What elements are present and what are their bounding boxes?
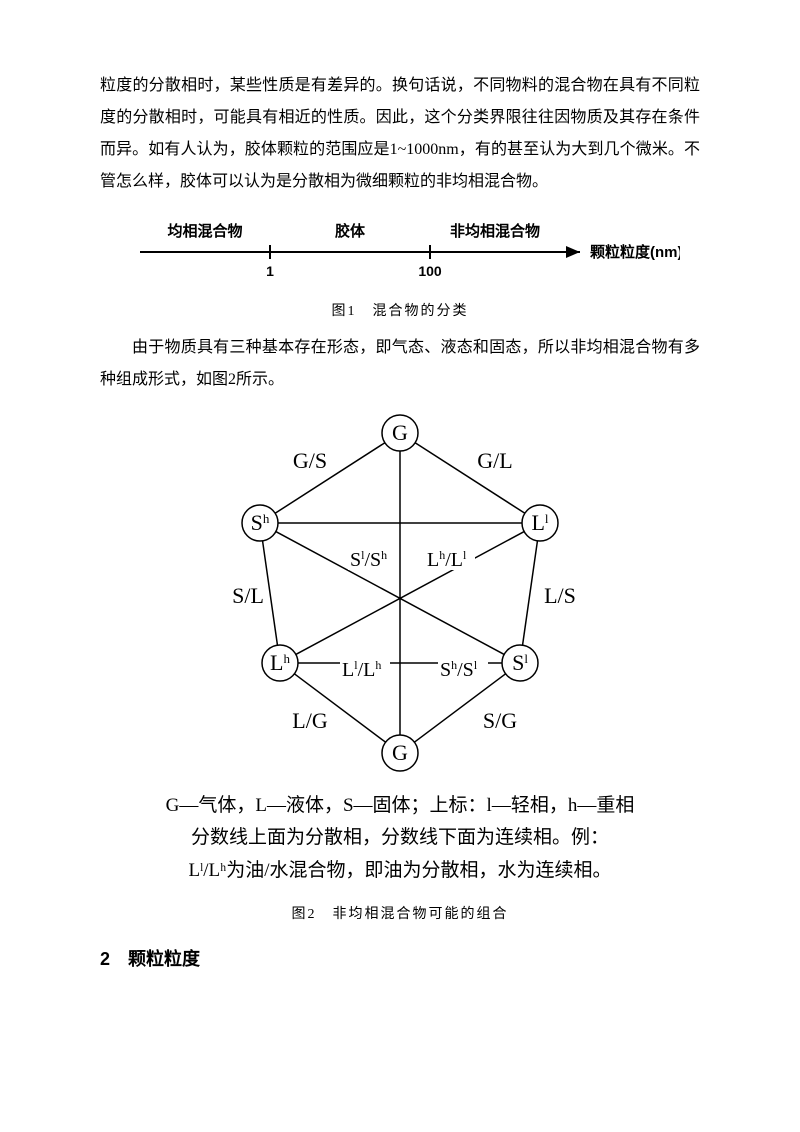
- svg-text:Sh/Sl: Sh/Sl: [440, 658, 478, 681]
- section-2-number: 2: [100, 949, 110, 970]
- svg-text:胶体: 胶体: [335, 222, 366, 240]
- svg-text:L/S: L/S: [544, 583, 576, 608]
- figure-2-svg: GShLlLhSlGG/SG/LS/LL/SL/GS/GSl/ShLh/LlLl…: [200, 408, 600, 778]
- svg-text:S/L: S/L: [232, 583, 264, 608]
- figure-1: 1 100 均相混合物 胶体 非均相混合物颗粒粒度(nm) 图1 混合物的分类: [100, 210, 700, 320]
- section-2-heading: 2 颗粒粒度: [100, 945, 700, 971]
- svg-text:1: 1: [266, 263, 274, 279]
- figure-1-svg: 1 100 均相混合物 胶体 非均相混合物颗粒粒度(nm): [120, 210, 680, 290]
- figure-2-legend: G—气体，L—液体，S—固体；上标：l—轻相，h—重相 分数线上面为分散相，分数…: [100, 790, 700, 887]
- svg-text:100: 100: [418, 263, 442, 279]
- legend-line-1: G—气体，L—液体，S—固体；上标：l—轻相，h—重相: [100, 790, 700, 822]
- svg-text:Lh/Ll: Lh/Ll: [427, 548, 467, 571]
- svg-text:S/G: S/G: [483, 708, 517, 733]
- svg-text:G: G: [392, 740, 408, 765]
- section-2-title: 颗粒粒度: [128, 949, 200, 969]
- svg-text:L/G: L/G: [292, 708, 328, 733]
- figure-2: GShLlLhSlGG/SG/LS/LL/SL/GS/GSl/ShLh/LlLl…: [100, 408, 700, 923]
- paragraph-2: 由于物质具有三种基本存在形态，即气态、液态和固态，所以非均相混合物有多种组成形式…: [100, 332, 700, 396]
- svg-text:非均相混合物: 非均相混合物: [450, 222, 540, 240]
- svg-text:G/S: G/S: [293, 448, 327, 473]
- legend-line-2: 分数线上面为分散相，分数线下面为连续相。例：: [100, 822, 700, 854]
- figure-2-caption: 图2 非均相混合物可能的组合: [100, 903, 700, 923]
- svg-text:G/L: G/L: [477, 448, 512, 473]
- svg-text:G: G: [392, 420, 408, 445]
- svg-text:颗粒粒度(nm): 颗粒粒度(nm): [590, 243, 680, 261]
- figure-1-caption: 图1 混合物的分类: [100, 300, 700, 320]
- svg-text:均相混合物: 均相混合物: [167, 222, 242, 240]
- legend-line-3: Lˡ/Lʰ为油/水混合物，即油为分散相，水为连续相。: [100, 855, 700, 887]
- paragraph-1: 粒度的分散相时，某些性质是有差异的。换句话说，不同物料的混合物在具有不同粒度的分…: [100, 70, 700, 198]
